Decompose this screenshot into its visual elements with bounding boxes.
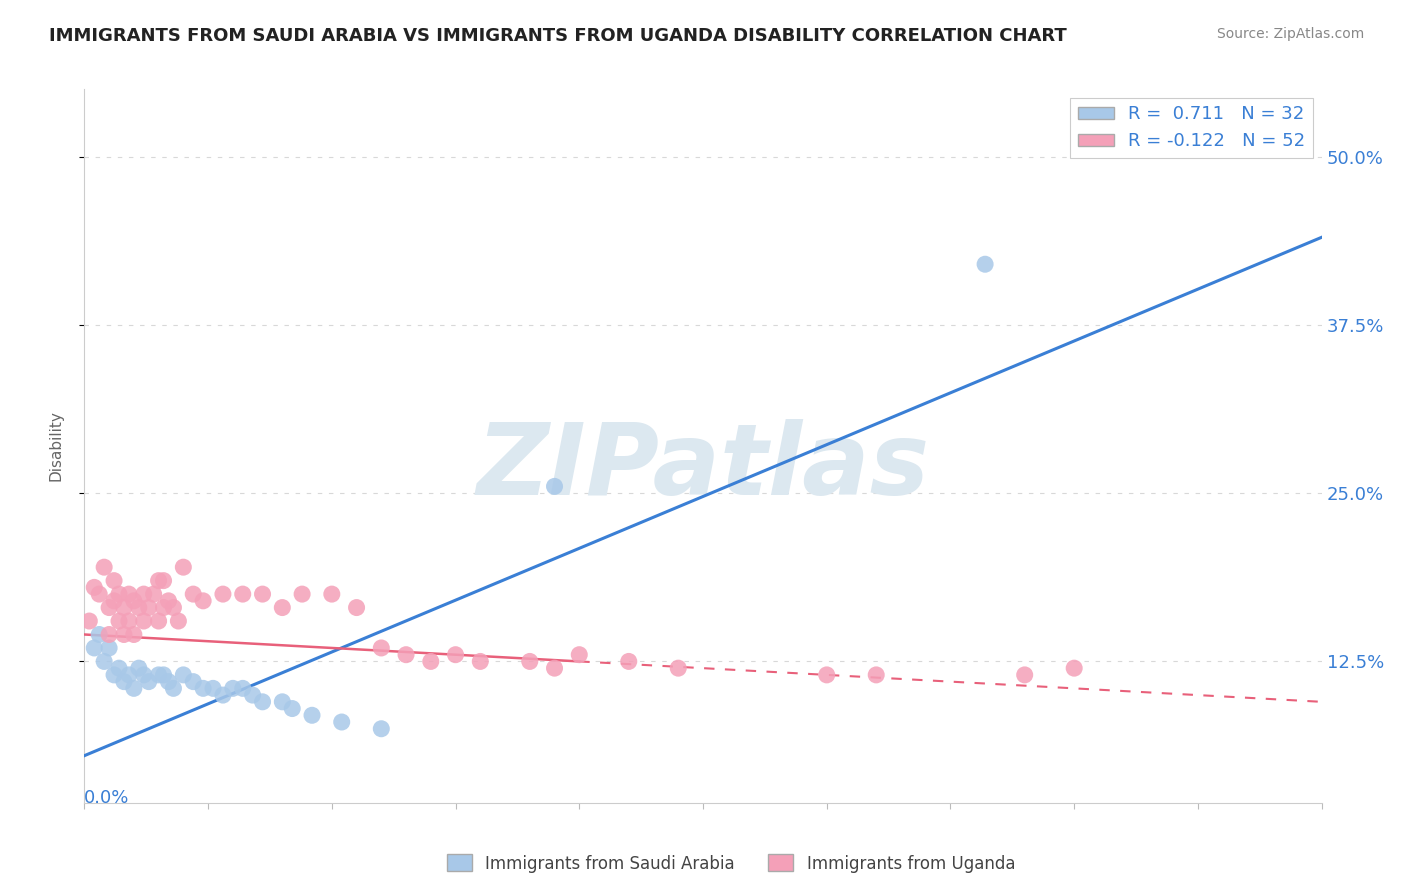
Point: [93, 560, 115, 574]
Point: [212, 688, 235, 702]
Point: [271, 600, 294, 615]
Point: [222, 681, 245, 696]
Point: [666, 661, 689, 675]
Point: [162, 681, 184, 696]
Point: [321, 587, 343, 601]
Point: [83, 640, 105, 655]
Point: [122, 627, 145, 641]
Text: 0.0%: 0.0%: [84, 789, 129, 806]
Point: [281, 701, 304, 715]
Point: [157, 594, 180, 608]
Point: [291, 587, 314, 601]
Point: [974, 257, 997, 271]
Text: ZIPatlas: ZIPatlas: [477, 419, 929, 516]
Point: [138, 674, 160, 689]
Point: [152, 668, 174, 682]
Point: [118, 587, 141, 601]
Point: [103, 594, 125, 608]
Point: [543, 479, 565, 493]
Point: [142, 587, 165, 601]
Point: [89, 587, 111, 601]
Point: [568, 648, 591, 662]
Point: [132, 614, 155, 628]
Point: [103, 574, 125, 588]
Y-axis label: Disability: Disability: [49, 410, 63, 482]
Point: [370, 640, 392, 655]
Point: [152, 574, 174, 588]
Point: [132, 587, 155, 601]
Point: [252, 695, 274, 709]
Point: [865, 668, 887, 682]
Point: [346, 600, 368, 615]
Point: [252, 587, 274, 601]
Point: [181, 674, 204, 689]
Point: [202, 681, 225, 696]
Point: [172, 560, 194, 574]
Point: [519, 655, 541, 669]
Point: [330, 714, 353, 729]
Text: Source: ZipAtlas.com: Source: ZipAtlas.com: [1216, 27, 1364, 41]
Point: [181, 587, 204, 601]
Point: [148, 574, 170, 588]
Point: [242, 688, 264, 702]
Point: [148, 614, 170, 628]
Point: [301, 708, 323, 723]
Point: [1014, 668, 1036, 682]
Point: [419, 655, 441, 669]
Point: [108, 661, 131, 675]
Point: [271, 695, 294, 709]
Point: [395, 648, 418, 662]
Point: [118, 614, 141, 628]
Point: [103, 668, 125, 682]
Point: [108, 587, 131, 601]
Text: IMMIGRANTS FROM SAUDI ARABIA VS IMMIGRANTS FROM UGANDA DISABILITY CORRELATION CH: IMMIGRANTS FROM SAUDI ARABIA VS IMMIGRAN…: [49, 27, 1067, 45]
Legend: R =  0.711   N = 32, R = -0.122   N = 52: R = 0.711 N = 32, R = -0.122 N = 52: [1070, 98, 1313, 158]
Point: [148, 668, 170, 682]
Point: [152, 600, 174, 615]
Point: [543, 661, 565, 675]
Point: [162, 600, 184, 615]
Point: [815, 668, 838, 682]
Point: [108, 614, 131, 628]
Point: [167, 614, 190, 628]
Point: [444, 648, 467, 662]
Point: [122, 594, 145, 608]
Point: [118, 668, 141, 682]
Point: [83, 580, 105, 594]
Point: [122, 681, 145, 696]
Point: [617, 655, 640, 669]
Point: [172, 668, 194, 682]
Point: [98, 600, 121, 615]
Point: [232, 587, 254, 601]
Point: [93, 655, 115, 669]
Point: [98, 640, 121, 655]
Point: [157, 674, 180, 689]
Point: [128, 600, 150, 615]
Point: [191, 594, 214, 608]
Legend: Immigrants from Saudi Arabia, Immigrants from Uganda: Immigrants from Saudi Arabia, Immigrants…: [440, 847, 1022, 880]
Point: [128, 661, 150, 675]
Point: [132, 668, 155, 682]
Point: [212, 587, 235, 601]
Point: [370, 722, 392, 736]
Point: [112, 627, 135, 641]
Point: [112, 600, 135, 615]
Point: [138, 600, 160, 615]
Point: [98, 627, 121, 641]
Point: [191, 681, 214, 696]
Point: [89, 627, 111, 641]
Point: [232, 681, 254, 696]
Point: [79, 614, 101, 628]
Point: [112, 674, 135, 689]
Point: [470, 655, 492, 669]
Point: [1063, 661, 1085, 675]
